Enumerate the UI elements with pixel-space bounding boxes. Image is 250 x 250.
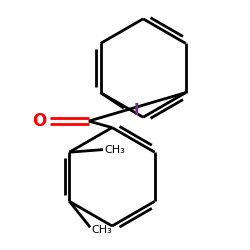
Text: O: O xyxy=(32,112,47,130)
Text: CH₃: CH₃ xyxy=(104,144,125,154)
Text: CH₃: CH₃ xyxy=(92,225,112,235)
Text: I: I xyxy=(134,103,140,118)
